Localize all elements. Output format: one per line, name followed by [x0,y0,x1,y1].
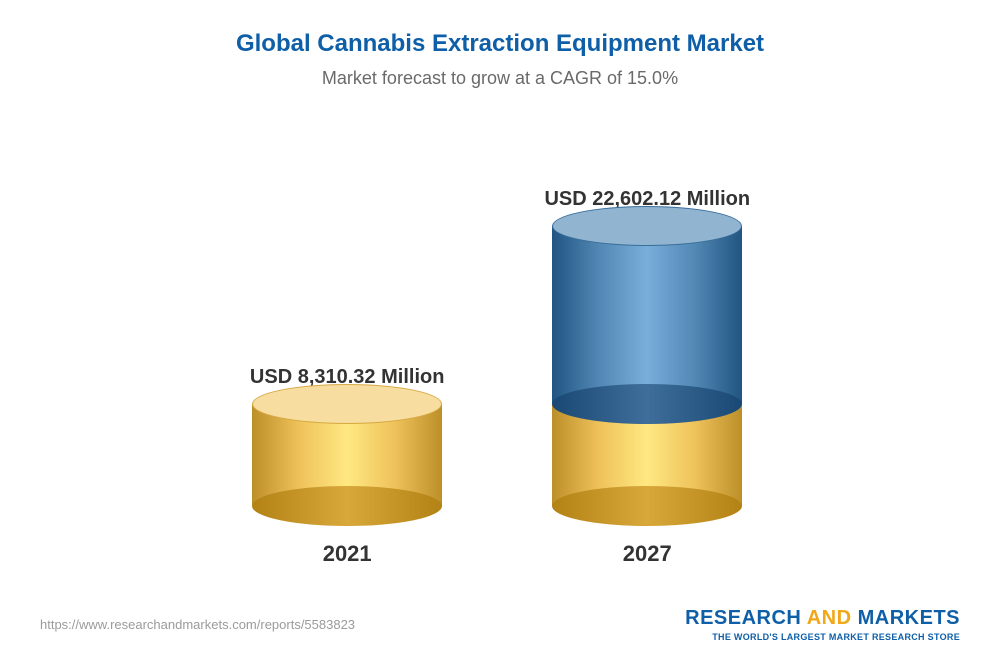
logo-word-research: RESEARCH [685,607,801,629]
footer: https://www.researchandmarkets.com/repor… [40,597,960,647]
logo-text: RESEARCH AND MARKETS [685,607,960,630]
cylinder-bar: USD 8,310.32 Million2021 [250,366,445,567]
cylinder-bar: USD 22,602.12 Million2027 [544,188,750,567]
source-url: https://www.researchandmarkets.com/repor… [40,617,355,632]
logo-word-markets: MARKETS [858,607,960,629]
cylinder-stack [552,226,742,506]
cylinder-stack [252,404,442,506]
chart-subtitle: Market forecast to grow at a CAGR of 15.… [40,68,960,89]
bar-year-label: 2027 [623,541,672,567]
cylinder-top-ellipse [252,384,442,424]
cylinder-bottom-ellipse [552,486,742,526]
brand-logo: RESEARCH AND MARKETS THE WORLD'S LARGEST… [685,607,960,642]
chart-area: USD 8,310.32 Million2021 USD 22,602.12 Mi… [40,109,960,597]
bar-year-label: 2021 [323,541,372,567]
logo-word-and: AND [807,607,852,629]
logo-tagline: THE WORLD'S LARGEST MARKET RESEARCH STOR… [685,632,960,642]
chart-title: Global Cannabis Extraction Equipment Mar… [40,30,960,58]
cylinder-top-ellipse [552,206,742,246]
cylinder-segment [552,226,742,404]
cylinder-bottom-ellipse [552,384,742,424]
cylinder-bottom-ellipse [252,486,442,526]
chart-container: Global Cannabis Extraction Equipment Mar… [0,0,1000,667]
cylinder-segment [252,404,442,506]
